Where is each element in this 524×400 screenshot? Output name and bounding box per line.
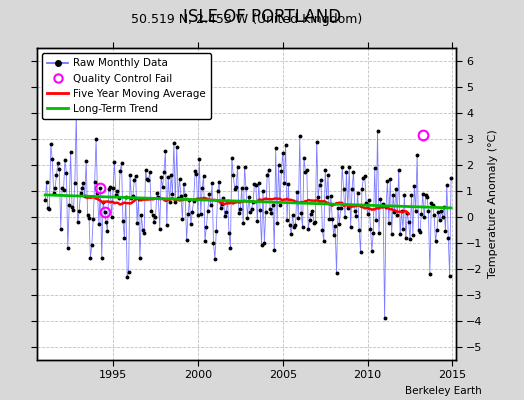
Y-axis label: Temperature Anomaly (°C): Temperature Anomaly (°C) bbox=[488, 130, 498, 278]
Title: 50.519 N, 2.453 W (United Kingdom): 50.519 N, 2.453 W (United Kingdom) bbox=[130, 13, 362, 26]
Text: Berkeley Earth: Berkeley Earth bbox=[406, 386, 482, 396]
Text: ISLE OF PORTLAND: ISLE OF PORTLAND bbox=[183, 8, 341, 26]
Legend: Raw Monthly Data, Quality Control Fail, Five Year Moving Average, Long-Term Tren: Raw Monthly Data, Quality Control Fail, … bbox=[42, 53, 211, 119]
